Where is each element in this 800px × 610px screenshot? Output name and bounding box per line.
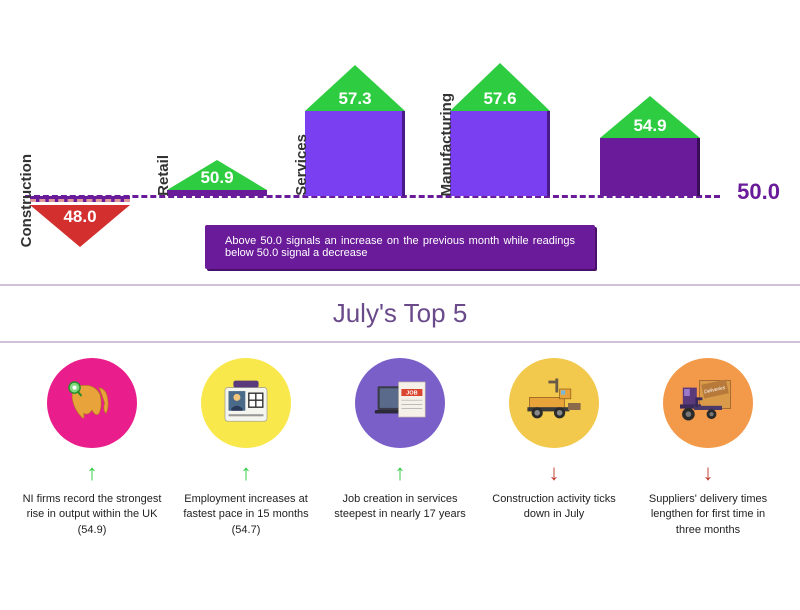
bar-retail: Retail50.9 bbox=[167, 160, 267, 196]
top5-card: ↑ NI firms record the strongest rise in o… bbox=[22, 358, 162, 538]
bar-value: 57.3 bbox=[305, 89, 405, 109]
arrow-down-icon: ↓ bbox=[484, 460, 624, 486]
card-text: Suppliers' delivery times lengthen for f… bbox=[638, 492, 778, 538]
card-icon bbox=[201, 358, 291, 448]
triangle-down-icon: 48.0 bbox=[30, 205, 130, 247]
bar-rect bbox=[450, 111, 550, 196]
card-text: NI firms record the strongest rise in ou… bbox=[22, 492, 162, 538]
bar-rect bbox=[600, 138, 700, 196]
triangle-up-icon: 50.9 bbox=[167, 160, 267, 190]
bar-rect bbox=[167, 190, 267, 196]
svg-text:JOB: JOB bbox=[406, 391, 418, 397]
bar-value: 54.9 bbox=[600, 116, 700, 136]
section-title: July's Top 5 bbox=[0, 284, 800, 343]
card-icon bbox=[509, 358, 599, 448]
bar-rect bbox=[305, 111, 405, 196]
card-text: Construction activity ticks down in July bbox=[484, 492, 624, 523]
arrow-up-icon: ↑ bbox=[22, 460, 162, 486]
triangle-up-icon: 54.9 bbox=[600, 96, 700, 138]
top5-card: ↑ Employment increases at fastest pace in… bbox=[176, 358, 316, 538]
card-icon: Deliveries bbox=[663, 358, 753, 448]
card-icon bbox=[47, 358, 137, 448]
bar-overall: OVERALL54.9 bbox=[600, 96, 700, 196]
bar-manufacturing: Manufacturing57.6 bbox=[450, 63, 550, 196]
bar-value: 57.6 bbox=[450, 89, 550, 109]
baseline-value: 50.0 bbox=[737, 179, 780, 205]
explanation-box: Above 50.0 signals an increase on the pr… bbox=[205, 225, 595, 269]
card-text: Job creation in services steepest in nea… bbox=[330, 492, 470, 523]
bar-rect bbox=[30, 196, 130, 202]
pmi-chart: 50.0 Construction48.0Retail50.9Services5… bbox=[25, 10, 775, 210]
arrow-down-icon: ↓ bbox=[638, 460, 778, 486]
top5-card: ↓ Construction activity ticks down in Jul… bbox=[484, 358, 624, 538]
triangle-up-icon: 57.3 bbox=[305, 65, 405, 111]
arrow-up-icon: ↑ bbox=[330, 460, 470, 486]
bar-value: 50.9 bbox=[167, 168, 267, 188]
card-icon: JOB bbox=[355, 358, 445, 448]
bar-value: 48.0 bbox=[30, 207, 130, 227]
top5-row: ↑ NI firms record the strongest rise in o… bbox=[0, 358, 800, 538]
explanation-text: Above 50.0 signals an increase on the pr… bbox=[225, 235, 575, 259]
bar-label: Services bbox=[293, 134, 310, 196]
triangle-up-icon: 57.6 bbox=[450, 63, 550, 111]
arrow-up-icon: ↑ bbox=[176, 460, 316, 486]
top5-card: JOB ↑ Job creation in services steepest in… bbox=[330, 358, 470, 538]
bar-services: Services57.3 bbox=[305, 65, 405, 196]
card-text: Employment increases at fastest pace in … bbox=[176, 492, 316, 538]
bar-construction: Construction48.0 bbox=[30, 196, 130, 247]
top5-card: Deliveries ↓ Suppliers' delivery times len… bbox=[638, 358, 778, 538]
